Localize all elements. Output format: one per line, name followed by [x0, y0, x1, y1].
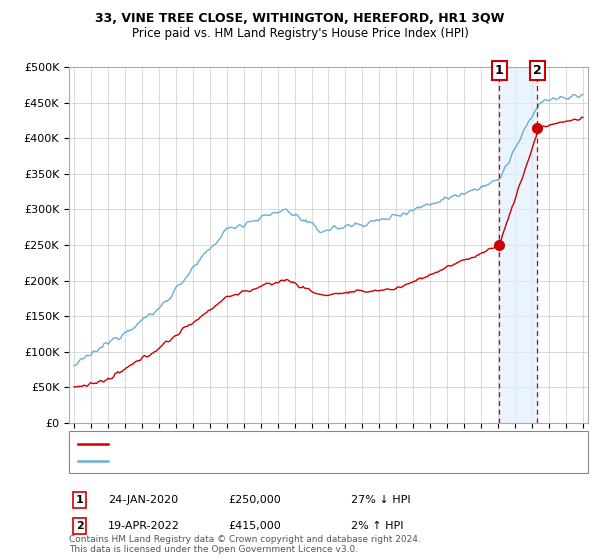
Bar: [499, 67, 537, 423]
Text: Price paid vs. HM Land Registry's House Price Index (HPI): Price paid vs. HM Land Registry's House …: [131, 27, 469, 40]
Text: 19-APR-2022: 19-APR-2022: [108, 521, 180, 531]
Text: £250,000: £250,000: [228, 495, 281, 505]
Text: £415,000: £415,000: [228, 521, 281, 531]
Text: 33, VINE TREE CLOSE, WITHINGTON, HEREFORD, HR1 3QW (detached house): 33, VINE TREE CLOSE, WITHINGTON, HEREFOR…: [114, 439, 498, 449]
Text: Contains HM Land Registry data © Crown copyright and database right 2024.
This d: Contains HM Land Registry data © Crown c…: [69, 535, 421, 554]
Text: 2: 2: [533, 64, 541, 77]
Text: HPI: Average price, detached house, Herefordshire: HPI: Average price, detached house, Here…: [114, 456, 367, 466]
Text: 1: 1: [495, 64, 503, 77]
Text: 2% ↑ HPI: 2% ↑ HPI: [351, 521, 404, 531]
Text: 1: 1: [76, 495, 83, 505]
Text: 33, VINE TREE CLOSE, WITHINGTON, HEREFORD, HR1 3QW: 33, VINE TREE CLOSE, WITHINGTON, HEREFOR…: [95, 12, 505, 25]
Text: 24-JAN-2020: 24-JAN-2020: [108, 495, 178, 505]
Text: 27% ↓ HPI: 27% ↓ HPI: [351, 495, 410, 505]
Text: 2: 2: [76, 521, 83, 531]
